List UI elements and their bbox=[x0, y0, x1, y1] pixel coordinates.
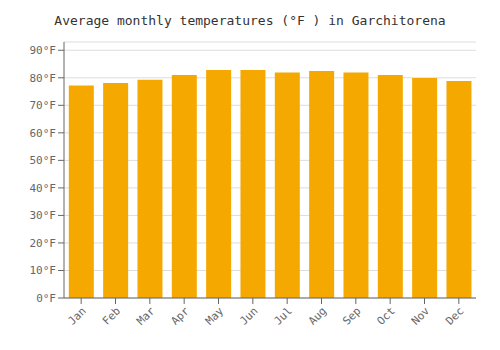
svg-text:Oct: Oct bbox=[375, 304, 398, 327]
svg-text:Jan: Jan bbox=[66, 304, 89, 327]
svg-text:Feb: Feb bbox=[100, 304, 123, 327]
svg-text:10°F: 10°F bbox=[30, 264, 57, 277]
html-text:Average monthly temperatures (: Average monthly temperatures (°F ) in Ga… bbox=[54, 13, 446, 28]
svg-text:30°F: 30°F bbox=[30, 209, 57, 222]
svg-text:20°F: 20°F bbox=[30, 237, 57, 250]
svg-text:60°F: 60°F bbox=[30, 127, 57, 140]
svg-text:90°F: 90°F bbox=[30, 44, 57, 57]
svg-text:Mar: Mar bbox=[134, 304, 158, 328]
svg-text:70°F: 70°F bbox=[30, 99, 57, 112]
svg-text:Jul: Jul bbox=[272, 304, 295, 327]
svg-text:80°F: 80°F bbox=[30, 72, 57, 85]
svg-text:Dec: Dec bbox=[443, 304, 466, 327]
svg-text:40°F: 40°F bbox=[30, 182, 57, 195]
svg-text:May: May bbox=[203, 304, 227, 328]
svg-text:Jun: Jun bbox=[237, 304, 260, 327]
svg-text:Apr: Apr bbox=[169, 304, 193, 328]
svg-text:Aug: Aug bbox=[306, 304, 329, 327]
svg-text:Sep: Sep bbox=[340, 304, 363, 327]
svg-text:50°F: 50°F bbox=[30, 154, 57, 167]
svg-text:0°F: 0°F bbox=[36, 292, 56, 305]
svg-text:Nov: Nov bbox=[409, 304, 433, 328]
